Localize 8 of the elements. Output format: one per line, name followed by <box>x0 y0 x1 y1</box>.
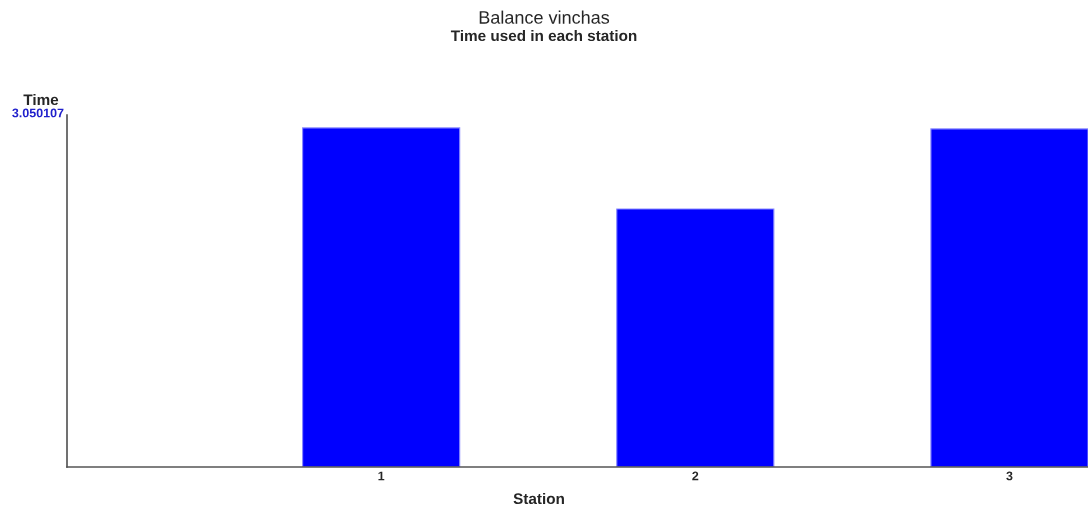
chart-title: Balance vinchas <box>479 10 610 24</box>
chart-subtitle: Time used in each station <box>450 29 637 42</box>
y-axis-title: Time <box>23 93 59 106</box>
x-tick-label: 1 <box>378 471 385 481</box>
x-axis-title: Station <box>513 492 564 505</box>
text: 3.050107 <box>12 108 64 118</box>
x-tick-label: 3 <box>1006 471 1013 481</box>
x-tick-label: 2 <box>692 471 699 481</box>
